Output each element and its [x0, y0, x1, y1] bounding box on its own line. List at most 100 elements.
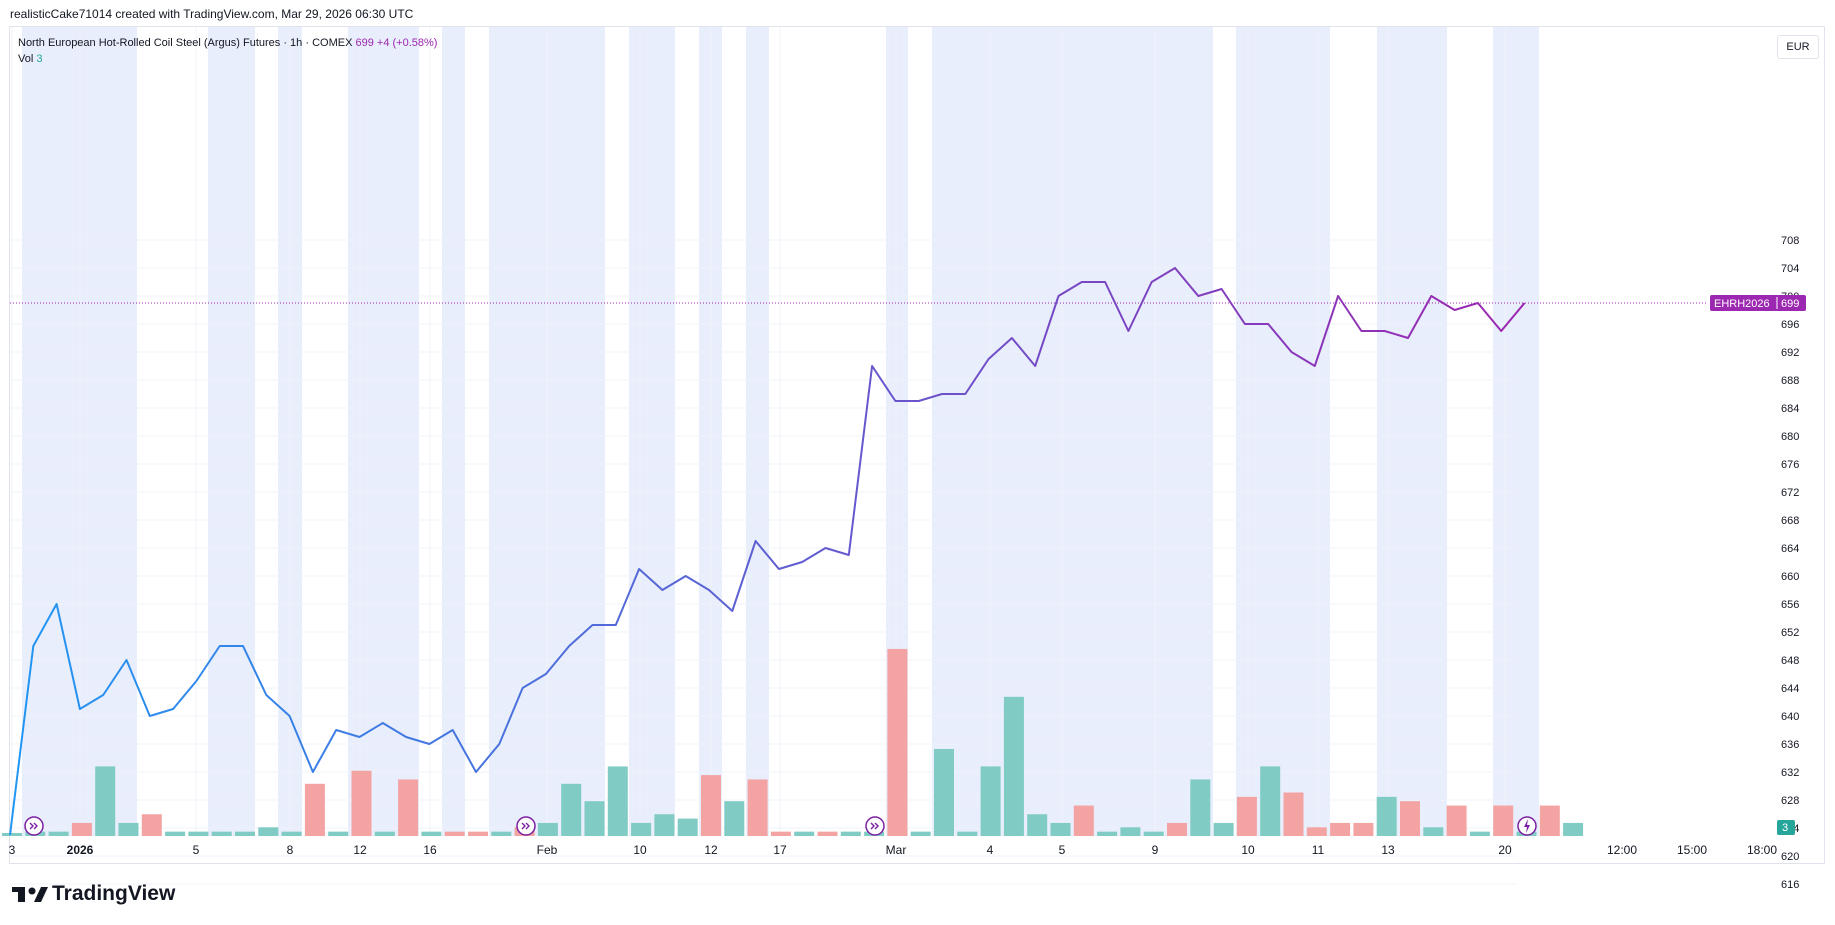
volume-bar: [1050, 822, 1071, 836]
volume-bar: [1097, 831, 1118, 836]
legend-volume-row[interactable]: Vol 3: [18, 51, 437, 67]
volume-bar: [910, 831, 931, 836]
x-tick-label: 5: [1059, 843, 1066, 857]
volume-bar: [398, 779, 419, 836]
tradingview-logo[interactable]: TradingView: [12, 882, 175, 906]
session-band: [746, 27, 769, 836]
session-band: [442, 27, 465, 836]
volume-bar: [1190, 779, 1211, 836]
volume-bar: [1563, 822, 1584, 836]
volume-bar: [235, 831, 255, 836]
x-tick-label: 15:00: [1677, 843, 1707, 857]
y-tick-label: 704: [1781, 263, 1799, 275]
y-tick-label: 620: [1781, 851, 1799, 863]
volume-bar: [794, 831, 815, 836]
volume-bar: [1446, 805, 1467, 836]
volume-bar: [374, 831, 395, 836]
tradingview-logo-icon: [12, 887, 48, 902]
currency-label: EUR: [1786, 41, 1810, 53]
x-tick-label: 11: [1312, 843, 1325, 857]
rollover-event-icon[interactable]: [24, 816, 44, 836]
y-tick-label: 664: [1781, 543, 1799, 555]
volume-bar: [537, 822, 558, 836]
session-band: [932, 27, 1213, 836]
chart-legend: North European Hot-Rolled Coil Steel (Ar…: [18, 35, 437, 67]
chart-frame[interactable]: [9, 26, 1825, 864]
volume-bar: [701, 775, 721, 836]
volume-bar: [118, 822, 139, 836]
legend-title-row[interactable]: North European Hot-Rolled Coil Steel (Ar…: [18, 35, 437, 51]
volume-bar: [747, 779, 768, 836]
volume-bar: [95, 766, 116, 836]
volume-bar: [491, 831, 512, 836]
volume-tag-value: 3: [1782, 822, 1788, 834]
x-tick-label: 8: [287, 843, 294, 857]
session-band: [886, 27, 908, 836]
x-tick-label: 17: [773, 843, 787, 857]
rollover-event-icon[interactable]: [865, 816, 885, 836]
volume-value: 3: [36, 53, 43, 65]
lightning-event-icon[interactable]: [1517, 816, 1537, 836]
x-tick-label: 12:00: [1607, 843, 1637, 857]
price-tag: [1710, 295, 1806, 311]
chart-caption: realisticCake71014 created with TradingV…: [10, 7, 414, 21]
y-tick-label: 660: [1781, 571, 1799, 583]
y-tick-label: 628: [1781, 795, 1799, 807]
y-tick-label: 680: [1781, 431, 1799, 443]
volume-bar: [1400, 801, 1420, 836]
volume-bar: [607, 766, 628, 836]
volume-bar: [934, 749, 954, 836]
y-tick-label: 652: [1781, 627, 1799, 639]
volume-bar: [1027, 814, 1048, 836]
volume-bar: [188, 831, 209, 836]
volume-bar: [281, 831, 302, 836]
legend-price: 699: [355, 37, 374, 49]
y-tick-label: 656: [1781, 599, 1799, 611]
volume-bar: [1260, 766, 1281, 836]
volume-bar: [304, 783, 325, 836]
y-tick-label: 676: [1781, 459, 1799, 471]
price-line: [9, 267, 1526, 836]
x-tick-label: 10: [633, 843, 647, 857]
volume-bar: [468, 831, 488, 836]
volume-bar: [1353, 822, 1374, 836]
x-tick-label: 12: [353, 843, 367, 857]
x-tick-label: 12: [704, 843, 718, 857]
price-tag-value: 699: [1781, 298, 1799, 310]
session-band: [629, 27, 675, 836]
volume-bar: [211, 831, 232, 836]
volume-bar: [1306, 827, 1327, 836]
rollover-event-icon[interactable]: [516, 816, 536, 836]
volume-label: Vol: [18, 53, 34, 65]
y-tick-label: 636: [1781, 739, 1799, 751]
y-tick-label: 696: [1781, 319, 1799, 331]
volume-bar: [654, 814, 675, 836]
x-tick-label: 2026: [67, 843, 94, 857]
x-tick-label: Mar: [886, 843, 907, 857]
y-tick-label: 708: [1781, 235, 1799, 247]
volume-bar: [1330, 822, 1351, 836]
volume-bar: [141, 814, 162, 836]
volume-bar: [724, 801, 745, 836]
x-tick-label: Feb: [537, 843, 558, 857]
y-tick-label: 640: [1781, 711, 1799, 723]
symbol-title: North European Hot-Rolled Coil Steel (Ar…: [18, 37, 353, 49]
volume-bar: [1073, 805, 1094, 836]
volume-bar: [957, 831, 978, 836]
volume-bar: [421, 831, 442, 836]
session-band: [1236, 27, 1330, 836]
volume-bar: [817, 831, 838, 836]
currency-button[interactable]: EUR: [1777, 35, 1819, 59]
x-tick-label: 18:00: [1747, 843, 1777, 857]
y-tick-label: 632: [1781, 767, 1799, 779]
volume-bar: [1003, 696, 1024, 836]
y-tick-label: 692: [1781, 347, 1799, 359]
volume-bar: [351, 770, 372, 836]
volume-bar: [2, 833, 22, 836]
session-band: [1493, 27, 1539, 836]
y-tick-label: 688: [1781, 375, 1799, 387]
volume-bar: [980, 766, 1001, 836]
y-tick-label: 616: [1781, 879, 1799, 891]
volume-bar: [561, 783, 582, 836]
